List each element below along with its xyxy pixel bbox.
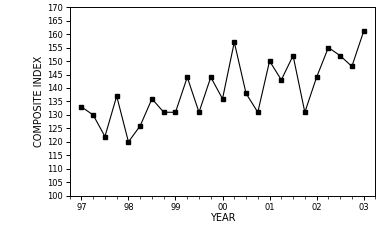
Y-axis label: COMPOSITE INDEX: COMPOSITE INDEX [34,56,44,147]
X-axis label: YEAR: YEAR [210,213,235,223]
